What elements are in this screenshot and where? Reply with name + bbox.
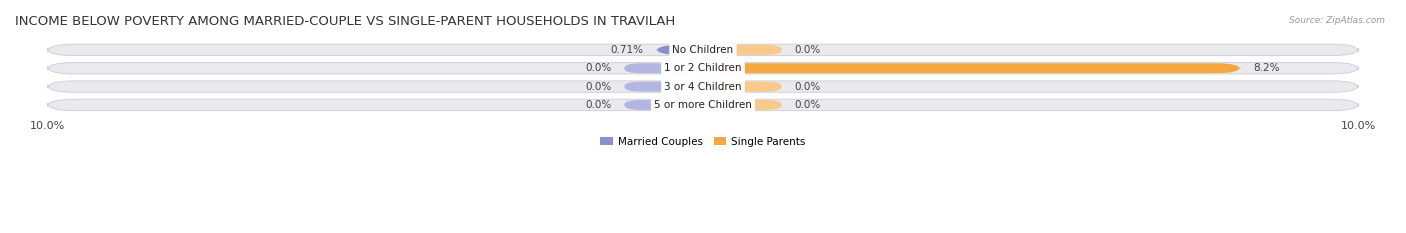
Text: 5 or more Children: 5 or more Children xyxy=(654,100,752,110)
Text: 0.71%: 0.71% xyxy=(610,45,644,55)
Text: 1 or 2 Children: 1 or 2 Children xyxy=(664,63,742,73)
FancyBboxPatch shape xyxy=(657,45,703,55)
FancyBboxPatch shape xyxy=(48,62,1358,74)
Text: 0.0%: 0.0% xyxy=(585,100,612,110)
Legend: Married Couples, Single Parents: Married Couples, Single Parents xyxy=(596,132,810,151)
Text: 0.0%: 0.0% xyxy=(585,63,612,73)
FancyBboxPatch shape xyxy=(703,63,1240,73)
FancyBboxPatch shape xyxy=(624,100,703,110)
Text: 8.2%: 8.2% xyxy=(1253,63,1279,73)
Text: INCOME BELOW POVERTY AMONG MARRIED-COUPLE VS SINGLE-PARENT HOUSEHOLDS IN TRAVILA: INCOME BELOW POVERTY AMONG MARRIED-COUPL… xyxy=(15,15,675,28)
Text: 0.0%: 0.0% xyxy=(794,100,821,110)
FancyBboxPatch shape xyxy=(703,82,782,92)
Text: 0.0%: 0.0% xyxy=(794,45,821,55)
FancyBboxPatch shape xyxy=(48,81,1358,92)
Text: No Children: No Children xyxy=(672,45,734,55)
FancyBboxPatch shape xyxy=(48,99,1358,111)
Text: 0.0%: 0.0% xyxy=(794,82,821,92)
FancyBboxPatch shape xyxy=(703,45,782,55)
Text: Source: ZipAtlas.com: Source: ZipAtlas.com xyxy=(1289,16,1385,25)
FancyBboxPatch shape xyxy=(48,44,1358,56)
Text: 0.0%: 0.0% xyxy=(585,82,612,92)
FancyBboxPatch shape xyxy=(624,82,703,92)
FancyBboxPatch shape xyxy=(703,100,782,110)
Text: 3 or 4 Children: 3 or 4 Children xyxy=(664,82,742,92)
FancyBboxPatch shape xyxy=(624,63,703,73)
